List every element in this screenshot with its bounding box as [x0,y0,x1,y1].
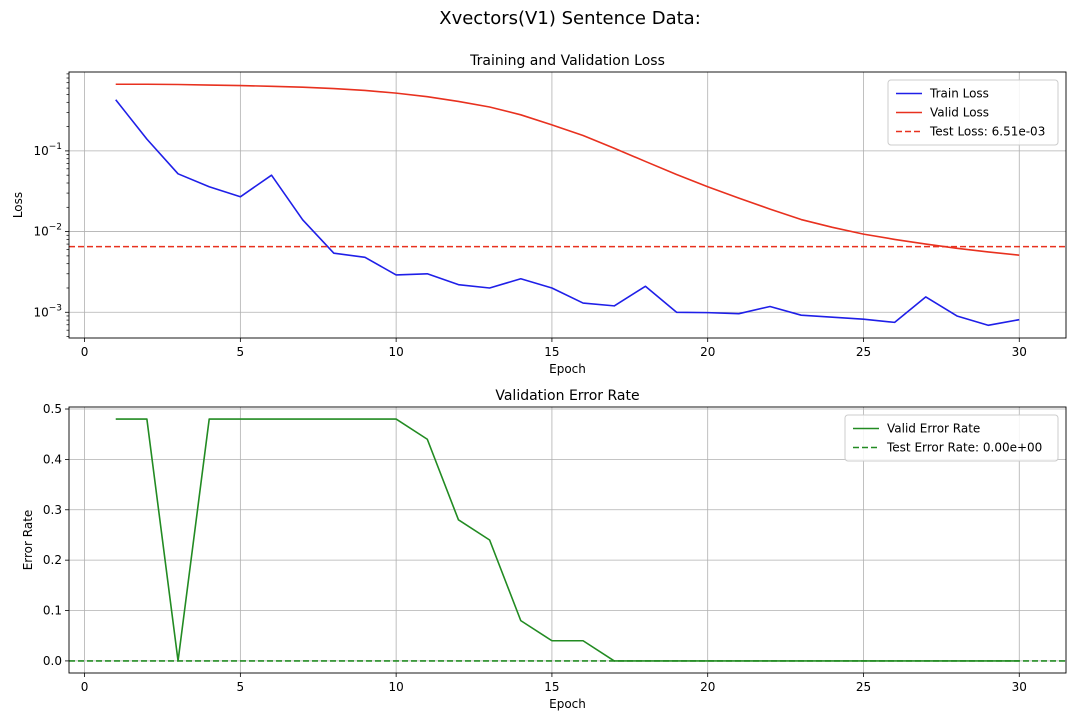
y-tick-exponent: −2 [49,223,62,233]
plot-area [69,83,1066,327]
x-tick-label: 30 [1012,345,1027,359]
y-tick-label: 0.5 [43,402,62,416]
x-axis-label: Epoch [549,362,586,376]
series-line-2 [115,83,1020,256]
figure-suptitle: Xvectors(V1) Sentence Data: [439,8,701,29]
y-tick-exponent: −3 [49,303,62,313]
y-axis-label: Error Rate [21,510,35,571]
y-tick-label: 0.2 [43,553,62,567]
x-tick-label: 5 [237,345,245,359]
legend-label: Valid Loss [930,106,989,120]
x-tick-label: 15 [544,345,559,359]
x-tick-label: 0 [81,680,89,694]
loss-chart: Training and Validation Loss 0 5 10 15 20 25 30… [11,53,1067,376]
legend-box [844,414,1059,462]
chart-title: Training and Validation Loss [469,53,665,69]
x-tick-label: 10 [389,680,404,694]
y-tick-base: 10 [33,225,48,239]
y-axis-label: Loss [11,192,25,218]
x-axis-label: Epoch [549,697,586,711]
y-tick-base: 10 [33,144,48,158]
legend-label: Test Error Rate: 0.00e+00 [886,441,1042,455]
plot-area [69,418,1066,662]
x-tick-label: 25 [856,680,871,694]
y-tick-label: 10−3 [33,303,62,319]
legend-box [887,79,1059,146]
series-line-1 [115,418,1020,662]
x-tick-label: 20 [700,680,715,694]
error-rate-chart: Validation Error Rate 0 5 10 15 20 25 30 0.0 0.1 0… [21,388,1067,711]
y-tick-label: 10−2 [33,223,62,239]
axes-frame [68,406,1067,674]
y-tick-label: 0.4 [43,452,62,466]
x-tick-label: 10 [389,345,404,359]
y-tick-base: 10 [33,305,48,319]
y-tick-label: 0.0 [43,654,62,668]
x-tick-label: 5 [237,680,245,694]
chart-title: Validation Error Rate [495,388,639,404]
legend-label: Train Loss [929,87,989,101]
legend-label: Test Loss: 6.51e-03 [929,125,1045,139]
axes-frame [68,71,1067,339]
series-line-1 [115,99,1020,327]
y-tick-label: 10−1 [33,142,62,158]
x-tick-label: 15 [544,680,559,694]
y-tick-label: 0.1 [43,604,62,618]
legend-label: Valid Error Rate [887,422,980,436]
x-tick-label: 30 [1012,680,1027,694]
y-tick-exponent: −1 [49,142,62,152]
x-tick-label: 25 [856,345,871,359]
x-tick-label: 20 [700,345,715,359]
x-tick-label: 0 [81,345,89,359]
y-tick-label: 0.3 [43,503,62,517]
